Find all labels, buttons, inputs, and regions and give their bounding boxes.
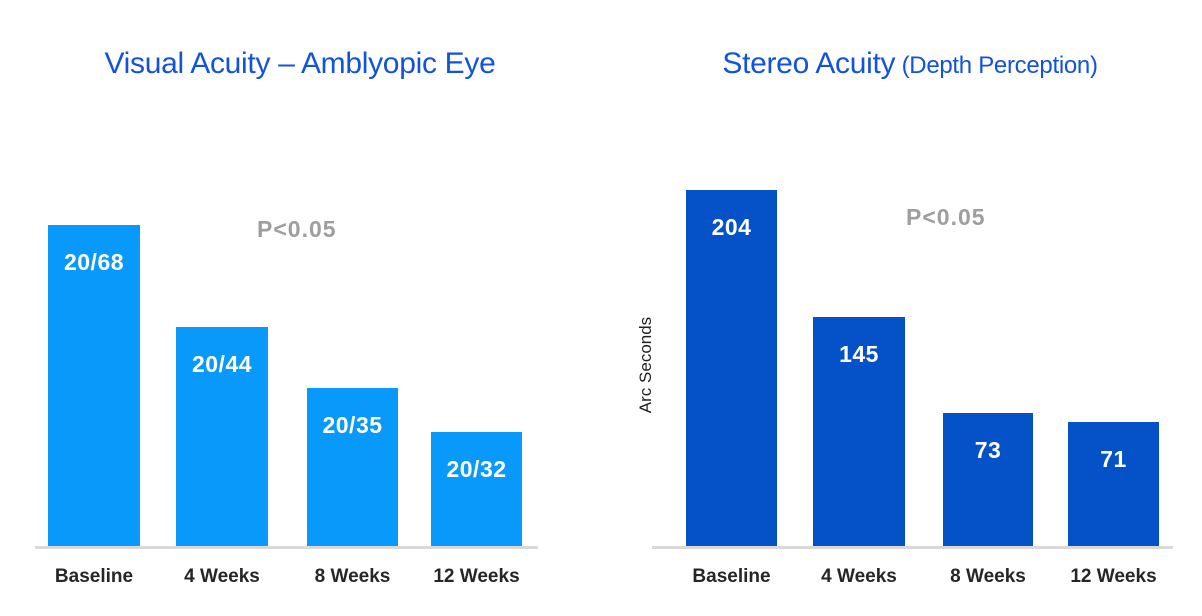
bar-value-label: 145: [839, 341, 879, 367]
x-axis-line: [35, 546, 538, 549]
x-tick-label-4-weeks: 4 Weeks: [821, 566, 897, 587]
chart-title-stereo-acuity: Stereo Acuity (Depth Perception): [640, 47, 1180, 81]
bar-value-label: 73: [974, 437, 1002, 463]
x-tick-label-baseline: Baseline: [54, 566, 134, 587]
bar-baseline: 20/68: [48, 225, 140, 546]
bar-8-weeks: 73: [943, 413, 1033, 546]
plot-area: P<0.05 204 145 73 71: [652, 180, 1173, 549]
chart-title-visual-acuity: Visual Acuity – Amblyopic Eye: [0, 47, 600, 81]
bar-value-label: 204: [711, 214, 752, 240]
bar-8-weeks: 20/35: [307, 388, 398, 546]
p-value-annotation: P<0.05: [257, 216, 337, 242]
x-axis-labels: Baseline 4 Weeks 8 Weeks 12 Weeks: [35, 566, 538, 592]
bar-4-weeks: 20/44: [176, 327, 268, 546]
x-tick-label-4-weeks: 4 Weeks: [184, 566, 260, 587]
bar-value-label: 20/35: [322, 412, 383, 438]
bar-value-label: 20/44: [191, 351, 253, 377]
chart-title-text: Visual Acuity – Amblyopic Eye: [104, 46, 496, 80]
x-tick-label-baseline: Baseline: [692, 566, 771, 587]
x-tick-label-12-weeks: 12 Weeks: [1070, 566, 1157, 587]
bar-value-label: 20/68: [63, 249, 125, 275]
x-axis-line: [652, 546, 1173, 549]
chart-title-text: Stereo Acuity: [722, 46, 896, 80]
x-tick-label-8-weeks: 8 Weeks: [950, 566, 1026, 587]
x-tick-label-8-weeks: 8 Weeks: [314, 566, 391, 587]
bar-12-weeks: 20/32: [431, 432, 522, 546]
bar-12-weeks: 71: [1068, 422, 1159, 546]
bar-baseline: 204: [686, 190, 777, 546]
bar-value-label: 20/32: [446, 456, 507, 482]
p-value-annotation: P<0.05: [906, 204, 986, 230]
x-axis-labels: Baseline 4 Weeks 8 Weeks 12 Weeks: [652, 566, 1173, 592]
chart-title-suffix: (Depth Perception): [895, 51, 1098, 79]
plot-area: P<0.05 20/68 20/44 20/35 20/32: [35, 180, 538, 549]
bar-4-weeks: 145: [813, 317, 905, 546]
bar-value-label: 71: [1100, 446, 1127, 472]
x-tick-label-12-weeks: 12 Weeks: [433, 566, 520, 587]
